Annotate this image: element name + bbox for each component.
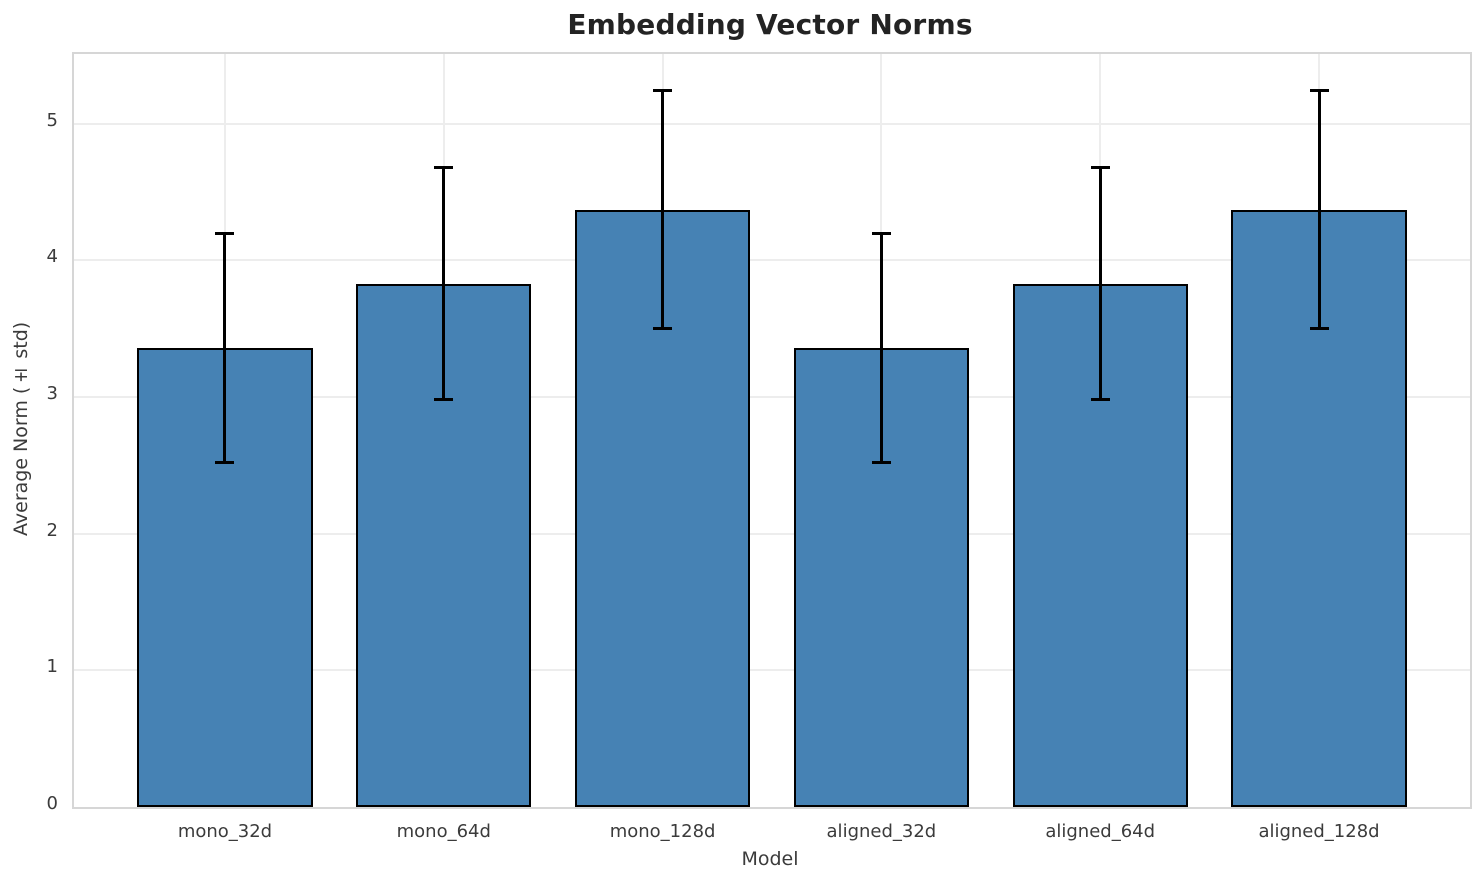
gridline-y-5 xyxy=(74,122,1470,125)
y-tick-label: 3 xyxy=(46,383,58,405)
errorbar-cap-top-mono_32d xyxy=(215,231,235,235)
errorbar-cap-top-mono_64d xyxy=(434,165,454,169)
x-tick-label-mono_32d: mono_32d xyxy=(177,821,273,842)
gridline-y-3 xyxy=(74,396,1470,399)
errorbar-cap-top-mono_128d xyxy=(653,89,673,93)
x-tick-label-mono_64d: mono_64d xyxy=(396,821,491,842)
errorbar-cap-top-aligned_128d xyxy=(1309,89,1329,93)
errorbar-line-mono_64d xyxy=(442,167,446,400)
y-tick-label: 2 xyxy=(46,519,58,541)
errorbar-cap-bottom-aligned_64d xyxy=(1090,398,1110,402)
errorbar-line-mono_32d xyxy=(223,233,227,463)
y-axis-label: Average Norm (± std) xyxy=(10,321,32,536)
errorbar-line-mono_128d xyxy=(661,90,665,329)
errorbar-cap-bottom-aligned_32d xyxy=(871,461,891,465)
gridline-y-4 xyxy=(74,259,1470,262)
errorbar-line-aligned_128d xyxy=(1317,90,1321,329)
y-tick-label: 5 xyxy=(46,109,58,131)
x-axis-label: Model xyxy=(741,848,799,870)
errorbar-cap-bottom-aligned_128d xyxy=(1309,327,1329,331)
errorbar-cap-bottom-mono_32d xyxy=(215,461,235,465)
y-tick-label: 1 xyxy=(46,656,58,678)
errorbar-cap-top-aligned_64d xyxy=(1090,165,1110,169)
errorbar-line-aligned_32d xyxy=(879,233,883,463)
gridline-y-2 xyxy=(74,532,1470,535)
plot-area: mono_32d mono_64d mono_128d aligned_32d alig… xyxy=(72,52,1472,842)
gridline-y-1 xyxy=(74,669,1470,672)
errorbar-cap-top-aligned_32d xyxy=(871,231,891,235)
errorbar-cap-bottom-mono_128d xyxy=(653,327,673,331)
x-tick-label-aligned_128d: aligned_128d xyxy=(1258,821,1380,842)
x-tick-label-aligned_64d: aligned_64d xyxy=(1045,821,1156,842)
errorbar-line-aligned_64d xyxy=(1098,167,1102,400)
y-tick-label: 0 xyxy=(46,793,58,814)
x-tick-label-mono_128d: mono_128d xyxy=(609,821,716,842)
y-tick-label: 4 xyxy=(46,246,58,268)
errorbar-cap-bottom-mono_64d xyxy=(434,398,454,402)
chart-title: Embedding Vector Norms xyxy=(567,8,973,41)
x-tick-label-aligned_32d: aligned_32d xyxy=(826,821,937,842)
